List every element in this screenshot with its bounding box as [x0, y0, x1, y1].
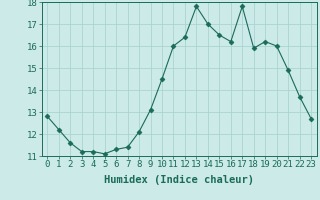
X-axis label: Humidex (Indice chaleur): Humidex (Indice chaleur) [104, 175, 254, 185]
